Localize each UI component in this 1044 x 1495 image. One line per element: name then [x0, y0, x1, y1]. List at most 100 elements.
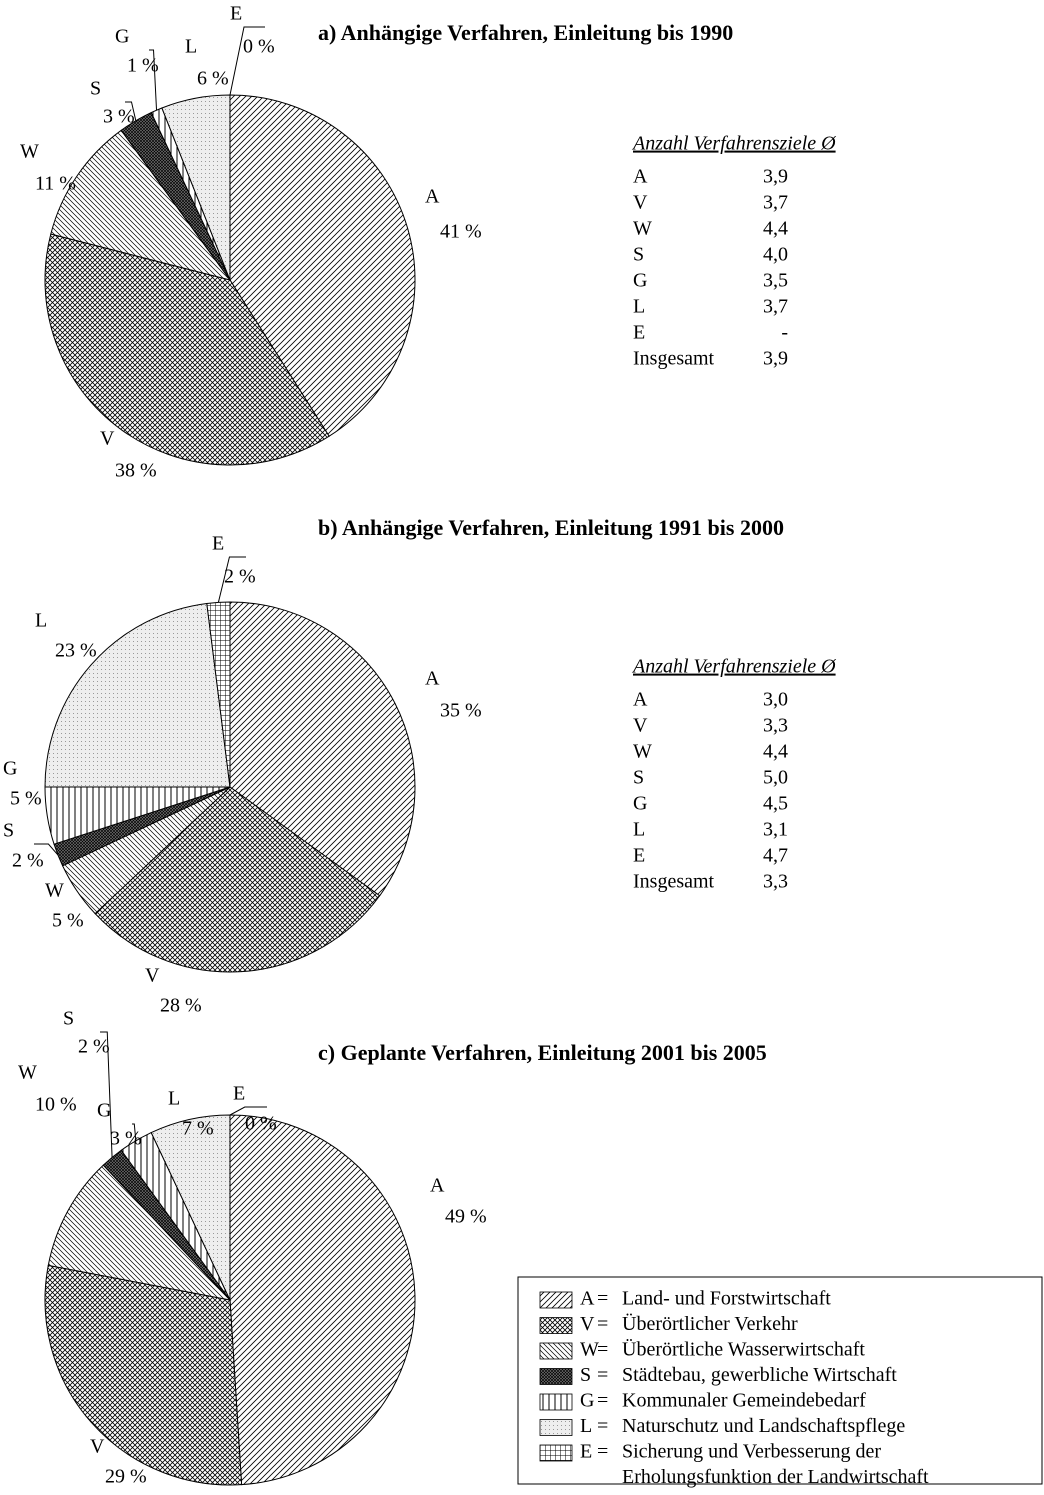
table-key: A: [633, 166, 648, 188]
table-value: 3,3: [763, 715, 788, 737]
pie-slice: [94, 786, 381, 973]
slice-category: A: [425, 186, 440, 208]
legend-swatch: [539, 1393, 573, 1411]
slice-label: 7 %: [182, 1118, 214, 1140]
slice-label: 0 %: [245, 1113, 277, 1135]
pie-slice: [44, 602, 231, 788]
leader-line: [125, 101, 137, 121]
slice-category: G: [115, 26, 129, 48]
pie-slice: [44, 1264, 243, 1486]
slice-label: 6 %: [197, 68, 229, 90]
slice-label: 11 %: [35, 173, 76, 195]
legend-key: G: [580, 1390, 594, 1412]
table-key: L: [633, 296, 645, 318]
table-key: S: [633, 244, 644, 266]
table-key: G: [633, 270, 647, 292]
slice-category: V: [100, 428, 115, 450]
pie-slice: [229, 94, 416, 437]
pie-slice: [206, 601, 231, 788]
legend-key: L: [580, 1415, 592, 1437]
table-value: 3,0: [763, 689, 788, 711]
legend-label: Naturschutz und Landschaftspflege: [622, 1415, 905, 1437]
slice-category: S: [90, 78, 101, 100]
table-title: Anzahl Verfahrensziele Ø: [631, 656, 837, 678]
legend-box: [517, 1276, 1043, 1485]
legend-eq: =: [597, 1390, 608, 1412]
slice-category: W: [20, 141, 39, 163]
leader-line: [149, 49, 158, 111]
table-title: Anzahl Verfahrensziele Ø: [631, 133, 837, 155]
legend-key: A: [580, 1288, 595, 1310]
legend-swatch: [539, 1419, 573, 1436]
slice-category: E: [233, 1083, 245, 1105]
pie-slice: [229, 601, 416, 897]
slice-category: V: [145, 965, 160, 987]
slice-category: L: [168, 1088, 180, 1110]
legend-swatch: [539, 1342, 573, 1360]
slice-label: 5 %: [52, 910, 84, 932]
legend-key: W: [580, 1339, 599, 1361]
pie-slice: [44, 233, 330, 466]
legend-label: Sicherung und Verbesserung der: [622, 1441, 881, 1463]
leader-line: [100, 1031, 113, 1158]
legend-eq: =: [597, 1313, 608, 1335]
table-value: 4,4: [763, 218, 788, 240]
chart-title: a) Anhängige Verfahren, Einleitung bis 1…: [318, 20, 733, 45]
table-value: 3,9: [763, 348, 788, 370]
table-key: V: [633, 192, 648, 214]
slice-label: 38 %: [115, 460, 157, 482]
slice-category: E: [230, 3, 242, 25]
table-value: -: [781, 322, 788, 344]
slice-label: 5 %: [10, 788, 42, 810]
legend-label: Erholungsfunktion der Landwirtschaft: [622, 1466, 929, 1488]
pie-slice: [229, 1114, 416, 1486]
chart-title: c) Geplante Verfahren, Einleitung 2001 b…: [318, 1040, 767, 1065]
legend-eq: =: [597, 1415, 608, 1437]
slice-label: 1 %: [127, 55, 159, 77]
slice-label: 3 %: [103, 106, 135, 128]
table-value: 4,0: [763, 244, 788, 266]
table-value: 4,4: [763, 741, 788, 763]
leader-line: [132, 1123, 137, 1141]
leader-line: [217, 556, 246, 603]
table-value: 3,9: [763, 166, 788, 188]
leader-line: [229, 1106, 267, 1116]
legend-eq: =: [597, 1339, 608, 1361]
table-key: W: [633, 741, 652, 763]
pie-slice: [50, 129, 232, 281]
legend-label: Kommunaler Gemeindebedarf: [622, 1390, 866, 1412]
table-value: 5,0: [763, 767, 788, 789]
legend-eq: =: [597, 1364, 608, 1386]
slice-label: 41 %: [440, 221, 482, 243]
legend-swatch: [539, 1368, 573, 1385]
slice-label: 29 %: [105, 1466, 147, 1488]
legend-eq: =: [597, 1288, 608, 1310]
table-key: E: [633, 322, 645, 344]
legend-swatch: [539, 1444, 573, 1462]
table-key: L: [633, 819, 645, 841]
pie-slice: [47, 1164, 232, 1301]
table-value: 3,5: [763, 270, 788, 292]
table-key: G: [633, 793, 647, 815]
slice-label: 23 %: [55, 640, 97, 662]
slice-category: G: [3, 758, 17, 780]
chart-title: b) Anhängige Verfahren, Einleitung 1991 …: [318, 515, 784, 540]
table-key: Insgesamt: [633, 348, 715, 370]
slice-label: 0 %: [243, 36, 275, 58]
slice-label: 28 %: [160, 995, 202, 1017]
table-key: V: [633, 715, 648, 737]
table-key: Insgesamt: [633, 871, 715, 893]
slice-category: G: [97, 1100, 111, 1122]
slice-label: 2 %: [12, 850, 44, 872]
slice-label: 10 %: [35, 1094, 77, 1116]
slice-label: 35 %: [440, 700, 482, 722]
table-key: W: [633, 218, 652, 240]
legend-label: Überörtlicher Verkehr: [622, 1312, 798, 1335]
leader-line: [229, 26, 265, 96]
slice-category: E: [212, 533, 224, 555]
legend-key: E: [580, 1441, 592, 1463]
leader-line: [34, 843, 59, 856]
slice-label: 2 %: [224, 566, 256, 588]
slice-category: A: [425, 668, 440, 690]
